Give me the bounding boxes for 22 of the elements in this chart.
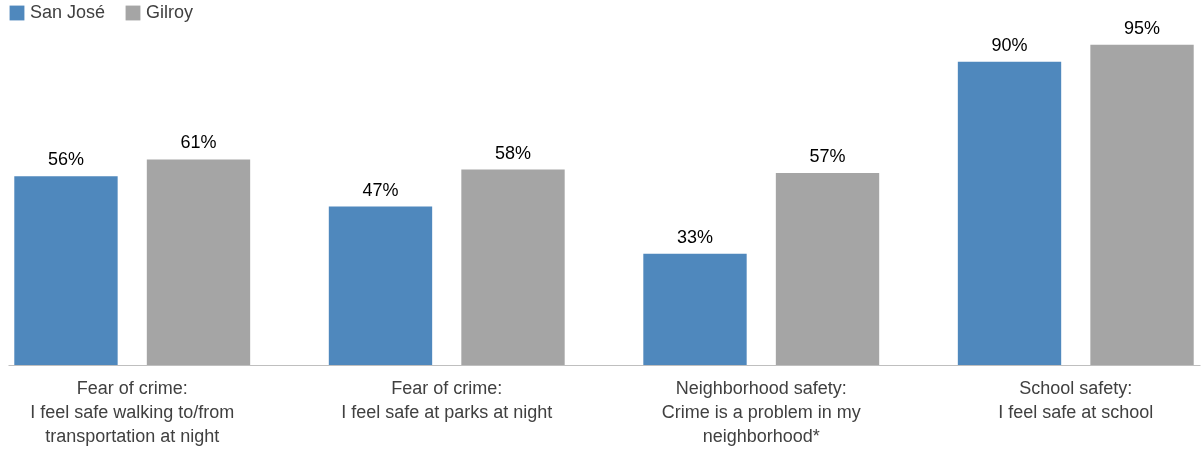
data-label: 90% [991, 34, 1028, 55]
bar [957, 61, 1062, 365]
data-label: 56% [47, 149, 84, 170]
bar [146, 159, 251, 365]
x-tick-label: Fear of crime: I feel safe walking to/from transportation at night [30, 377, 235, 446]
legend-label: Gilroy [146, 2, 194, 22]
bar [775, 172, 880, 365]
bar [328, 206, 433, 365]
x-tick-label: Neighborhood safety: Crime is a problem in my neighborhood* [661, 377, 861, 446]
legend-label: San José [30, 2, 106, 22]
x-tick-label: School safety: I feel safe at school [998, 377, 1154, 422]
data-label: 95% [1124, 17, 1161, 38]
x-tick-label: Fear of crime: I feel safe at parks at night [341, 377, 553, 422]
bar [1090, 44, 1194, 365]
bar [14, 176, 118, 365]
data-label: 33% [676, 226, 714, 247]
data-label: 58% [494, 142, 532, 163]
data-label: 61% [180, 132, 217, 153]
data-label: 57% [809, 145, 846, 166]
bar [643, 253, 747, 365]
data-label: 47% [362, 179, 399, 200]
bar [461, 169, 565, 365]
